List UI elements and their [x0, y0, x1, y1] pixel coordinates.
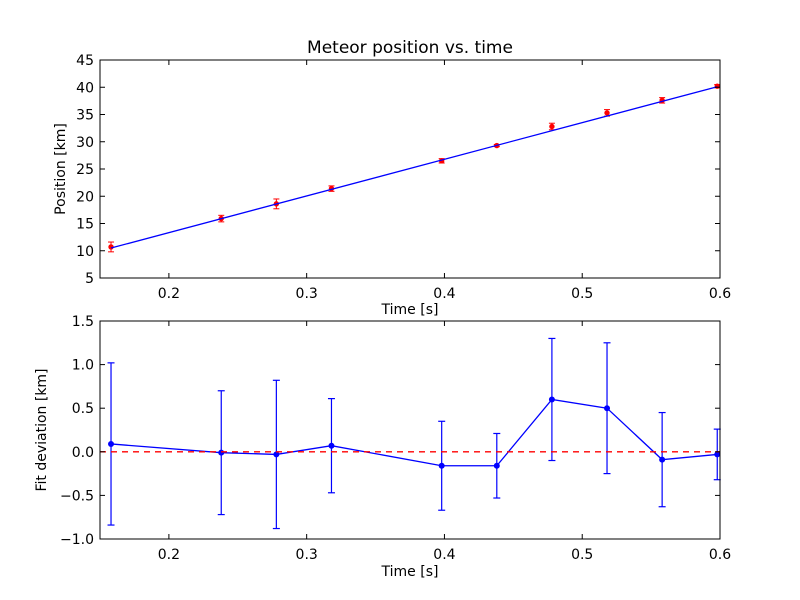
data-point: [548, 396, 555, 403]
y-tick-label: 25: [76, 162, 94, 178]
deviation-x-axis-label: Time [s]: [381, 564, 439, 580]
x-tick-label: 0.5: [571, 286, 593, 302]
data-point: [108, 440, 115, 447]
y-tick-label: 40: [76, 80, 94, 96]
data-point: [493, 462, 500, 469]
x-tick-label: 0.4: [433, 286, 455, 302]
data-point: [549, 123, 555, 130]
y-tick-label: 35: [76, 108, 94, 124]
y-tick-label: 10: [76, 244, 94, 260]
fit-line: [110, 86, 718, 249]
deviation-y-axis-label: Fit deviation [km]: [34, 368, 50, 491]
x-tick-label: 0.5: [571, 547, 593, 563]
deviation-plot-frame: [99, 320, 721, 540]
x-tick-label: 0.6: [709, 286, 731, 302]
x-tick-label: 0.6: [709, 547, 731, 563]
position-plot-frame: [99, 59, 721, 279]
chart-title: Meteor position vs. time: [307, 38, 513, 58]
position-ticks: 0.2 0.3 0.4 0.5 0.6 5 10 15 20 25 30 35 40 45: [76, 53, 731, 302]
y-tick-label: 0.5: [72, 401, 94, 417]
deviation-ticks: 0.2 0.3 0.4 0.5 0.6 −1.0 −0.5 0.0 0.5 1.0 1.5: [60, 314, 731, 563]
x-tick-label: 0.3: [296, 286, 318, 302]
data-point: [659, 456, 666, 463]
position-plot: Meteor position vs. time 0.2 0.3 0.4 0.5 0.6…: [53, 38, 731, 318]
data-point: [714, 451, 721, 458]
data-point: [438, 462, 445, 469]
data-point: [218, 449, 225, 456]
data-point: [108, 244, 114, 250]
position-y-axis-label: Position [km]: [53, 123, 69, 215]
x-tick-label: 0.3: [296, 547, 318, 563]
deviation-plot: 0.2 0.3 0.4 0.5 0.6 −1.0 −0.5 0.0 0.5 1.0 1.5 Time…: [34, 314, 731, 580]
y-tick-label: 30: [76, 135, 94, 151]
y-tick-label: 0.0: [72, 445, 94, 461]
x-tick-label: 0.4: [433, 547, 455, 563]
y-tick-label: 1.0: [72, 358, 94, 374]
position-x-axis-label: Time [s]: [381, 302, 439, 318]
x-tick-label: 0.2: [158, 286, 180, 302]
y-tick-label: 1.5: [72, 314, 94, 330]
y-tick-label: 20: [76, 189, 94, 205]
x-tick-label: 0.2: [158, 547, 180, 563]
y-tick-label: 45: [76, 53, 94, 69]
data-point: [604, 110, 610, 116]
data-point: [273, 451, 280, 458]
y-tick-label: −0.5: [60, 488, 94, 504]
y-tick-label: −1.0: [60, 532, 94, 548]
data-point: [328, 442, 335, 449]
data-point: [604, 405, 611, 412]
y-tick-label: 15: [76, 217, 94, 233]
deviation-line: [110, 398, 718, 467]
y-tick-label: 5: [85, 271, 94, 287]
